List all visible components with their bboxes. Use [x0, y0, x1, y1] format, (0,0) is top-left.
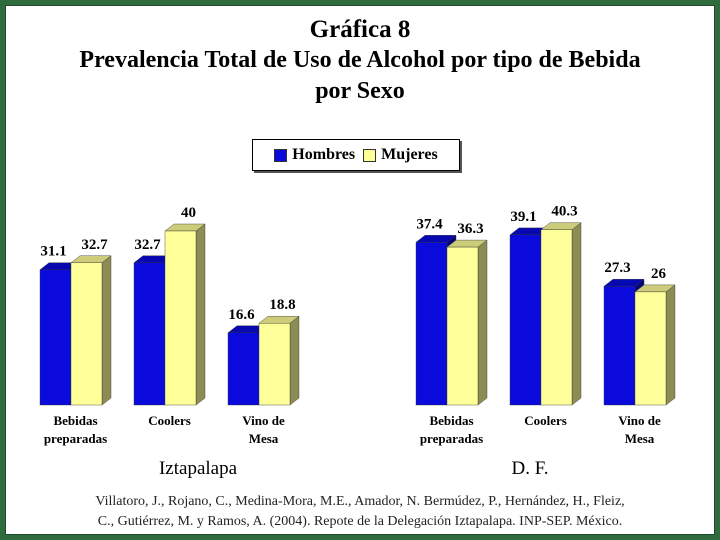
- bar-df-mujeres-0: [446, 239, 488, 406]
- title-line-1: Gráfica 8: [309, 16, 411, 43]
- citation-line-2: C., Gutiérrez, M. y Ramos, A. (2004). Re…: [97, 514, 623, 529]
- data-label: 36.3: [457, 221, 483, 237]
- data-label: 32.7: [134, 237, 161, 253]
- data-label: 39.1: [510, 209, 536, 225]
- title-line-2: Prevalencia Total de Uso de Alcohol por …: [79, 47, 641, 73]
- data-label: 16.6: [228, 307, 255, 323]
- bar-df-hombres-2-front: [603, 286, 636, 406]
- data-label: 40.3: [551, 204, 577, 220]
- bar-df-mujeres-1: [540, 222, 582, 406]
- bar-iztapalapa-mujeres-2: [258, 315, 300, 406]
- bar-iztapalapa-hombres-0-front: [39, 269, 72, 406]
- citation: Villatoro, J., Rojano, C., Medina-Mora, …: [40, 492, 680, 532]
- category-label: Vino de: [618, 413, 661, 428]
- data-label: 32.7: [81, 237, 108, 253]
- bar-iztapalapa-mujeres-1-side: [195, 223, 206, 406]
- bar-df-mujeres-2-side: [665, 284, 676, 406]
- legend-swatch-hombres: [274, 148, 288, 162]
- data-label: 18.8: [269, 297, 295, 313]
- data-label: 31.1: [40, 244, 66, 260]
- citation-line-1: Villatoro, J., Rojano, C., Medina-Mora, …: [95, 494, 625, 509]
- bar-iztapalapa-mujeres-0-front: [70, 262, 103, 406]
- bar-df-hombres-1-front: [509, 234, 542, 406]
- chart-title: Gráfica 8 Prevalencia Total de Uso de Al…: [10, 14, 710, 107]
- bar-df-mujeres-2-front: [634, 291, 667, 406]
- bar-iztapalapa-mujeres-1: [164, 223, 206, 406]
- group-label: Iztapalapa: [159, 458, 238, 479]
- category-label: Vino de: [242, 413, 285, 428]
- bar-df-mujeres-0-front: [446, 246, 479, 406]
- data-label: 37.4: [416, 216, 443, 232]
- bar-df-mujeres-1-side: [571, 222, 582, 406]
- bar-iztapalapa-mujeres-0-side: [101, 255, 112, 406]
- category-label: Mesa: [249, 431, 279, 446]
- legend-item-mujeres: Mujeres: [363, 146, 438, 164]
- bar-iztapalapa-hombres-1-front: [133, 262, 166, 406]
- bar-df-mujeres-2: [634, 284, 676, 406]
- bar-iztapalapa-hombres-2-front: [227, 332, 260, 406]
- bar-df-hombres-0-front: [415, 242, 448, 406]
- category-label: Mesa: [625, 431, 655, 446]
- bar-df-mujeres-0-side: [477, 239, 488, 406]
- category-label: preparadas: [420, 431, 483, 446]
- category-label: Coolers: [148, 413, 191, 428]
- legend-label-hombres: Hombres: [292, 146, 356, 163]
- category-label: preparadas: [44, 431, 107, 446]
- group-label: D. F.: [511, 458, 548, 479]
- category-label: Bebidas: [429, 413, 473, 428]
- category-label: Bebidas: [53, 413, 97, 428]
- title-line-3: por Sexo: [315, 78, 405, 104]
- category-label: Coolers: [524, 413, 567, 428]
- bar-iztapalapa-mujeres-1-front: [164, 230, 197, 406]
- data-label: 40: [181, 205, 196, 221]
- bar-iztapalapa-mujeres-2-front: [258, 323, 291, 406]
- legend: Hombres Mujeres: [252, 139, 460, 171]
- legend-item-hombres: Hombres: [274, 146, 355, 164]
- bar-iztapalapa-mujeres-0: [70, 255, 112, 406]
- data-label: 27.3: [604, 260, 630, 276]
- bar-df-mujeres-1-front: [540, 229, 573, 406]
- legend-swatch-mujeres: [363, 148, 377, 162]
- legend-label-mujeres: Mujeres: [381, 146, 438, 163]
- data-label: 26: [651, 266, 667, 282]
- bar-iztapalapa-mujeres-2-side: [289, 315, 300, 406]
